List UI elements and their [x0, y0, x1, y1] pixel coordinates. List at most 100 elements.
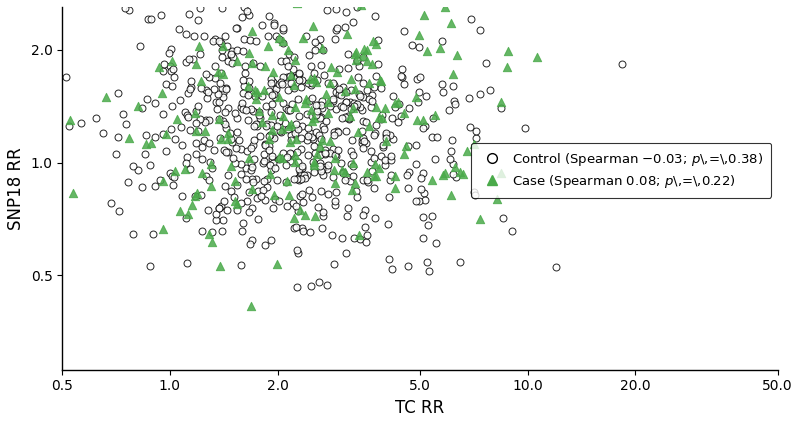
Case (Spearman 0.08; p = 0.22): [264, 170, 277, 177]
Control (Spearman −0.03; p = 0.38): [414, 185, 427, 192]
Control (Spearman −0.03; p = 0.38): [241, 0, 254, 6]
Control (Spearman −0.03; p = 0.38): [317, 171, 330, 178]
Control (Spearman −0.03; p = 0.38): [286, 100, 298, 107]
Control (Spearman −0.03; p = 0.38): [230, 129, 243, 136]
Control (Spearman −0.03; p = 0.38): [210, 211, 222, 218]
Control (Spearman −0.03; p = 0.38): [401, 172, 414, 179]
Control (Spearman −0.03; p = 0.38): [480, 59, 493, 66]
Control (Spearman −0.03; p = 0.38): [199, 117, 212, 123]
Control (Spearman −0.03; p = 0.38): [252, 216, 265, 223]
Case (Spearman 0.08; p = 0.22): [429, 111, 442, 118]
Control (Spearman −0.03; p = 0.38): [265, 167, 278, 174]
Control (Spearman −0.03; p = 0.38): [385, 153, 398, 160]
Case (Spearman 0.08; p = 0.22): [421, 47, 434, 54]
Control (Spearman −0.03; p = 0.38): [382, 221, 394, 228]
Control (Spearman −0.03; p = 0.38): [179, 215, 192, 221]
Control (Spearman −0.03; p = 0.38): [413, 197, 426, 204]
Control (Spearman −0.03; p = 0.38): [327, 80, 340, 86]
Case (Spearman 0.08; p = 0.22): [362, 80, 375, 87]
Control (Spearman −0.03; p = 0.38): [215, 228, 228, 234]
Control (Spearman −0.03; p = 0.38): [296, 123, 309, 129]
Control (Spearman −0.03; p = 0.38): [149, 100, 162, 106]
Control (Spearman −0.03; p = 0.38): [259, 123, 272, 130]
Control (Spearman −0.03; p = 0.38): [356, 94, 369, 101]
Control (Spearman −0.03; p = 0.38): [180, 160, 193, 167]
Case (Spearman 0.08; p = 0.22): [350, 49, 362, 56]
Case (Spearman 0.08; p = 0.22): [170, 116, 183, 123]
Case (Spearman 0.08; p = 0.22): [412, 31, 425, 38]
Case (Spearman 0.08; p = 0.22): [374, 77, 387, 84]
Case (Spearman 0.08; p = 0.22): [288, 215, 301, 222]
Control (Spearman −0.03; p = 0.38): [105, 200, 118, 206]
Control (Spearman −0.03; p = 0.38): [284, 132, 297, 139]
Case (Spearman 0.08; p = 0.22): [345, 76, 358, 83]
Control (Spearman −0.03; p = 0.38): [332, 66, 345, 73]
Control (Spearman −0.03; p = 0.38): [191, 127, 204, 134]
Case (Spearman 0.08; p = 0.22): [202, 231, 215, 238]
Control (Spearman −0.03; p = 0.38): [241, 8, 254, 15]
Control (Spearman −0.03; p = 0.38): [342, 116, 355, 123]
Control (Spearman −0.03; p = 0.38): [168, 135, 181, 142]
Control (Spearman −0.03; p = 0.38): [220, 85, 233, 92]
Case (Spearman 0.08; p = 0.22): [271, 261, 284, 268]
Control (Spearman −0.03; p = 0.38): [222, 57, 234, 64]
Case (Spearman 0.08; p = 0.22): [346, 160, 359, 167]
Control (Spearman −0.03; p = 0.38): [261, 121, 274, 128]
Case (Spearman 0.08; p = 0.22): [370, 173, 382, 179]
Control (Spearman −0.03; p = 0.38): [467, 189, 480, 195]
Control (Spearman −0.03; p = 0.38): [164, 126, 177, 132]
Case (Spearman 0.08; p = 0.22): [351, 128, 364, 135]
Control (Spearman −0.03; p = 0.38): [320, 117, 333, 124]
Control (Spearman −0.03; p = 0.38): [290, 203, 303, 209]
Case (Spearman 0.08; p = 0.22): [375, 114, 388, 121]
Control (Spearman −0.03; p = 0.38): [160, 81, 173, 88]
Control (Spearman −0.03; p = 0.38): [75, 120, 88, 126]
Case (Spearman 0.08; p = 0.22): [438, 4, 451, 11]
Control (Spearman −0.03; p = 0.38): [179, 30, 192, 37]
Case (Spearman 0.08; p = 0.22): [211, 68, 224, 75]
Control (Spearman −0.03; p = 0.38): [314, 187, 327, 194]
Control (Spearman −0.03; p = 0.38): [190, 108, 202, 114]
Control (Spearman −0.03; p = 0.38): [292, 207, 305, 214]
Control (Spearman −0.03; p = 0.38): [299, 175, 312, 181]
Case (Spearman 0.08; p = 0.22): [189, 109, 202, 116]
Control (Spearman −0.03; p = 0.38): [280, 105, 293, 112]
Control (Spearman −0.03; p = 0.38): [337, 170, 350, 177]
Control (Spearman −0.03; p = 0.38): [250, 120, 263, 127]
Case (Spearman 0.08; p = 0.22): [217, 70, 230, 77]
Control (Spearman −0.03; p = 0.38): [134, 42, 147, 49]
Control (Spearman −0.03; p = 0.38): [237, 48, 250, 55]
Control (Spearman −0.03; p = 0.38): [309, 112, 322, 118]
Control (Spearman −0.03; p = 0.38): [230, 206, 243, 213]
Control (Spearman −0.03; p = 0.38): [270, 85, 282, 92]
Control (Spearman −0.03; p = 0.38): [348, 102, 361, 109]
Control (Spearman −0.03; p = 0.38): [292, 70, 305, 77]
Control (Spearman −0.03; p = 0.38): [329, 202, 342, 209]
Control (Spearman −0.03; p = 0.38): [214, 135, 226, 142]
Control (Spearman −0.03; p = 0.38): [340, 173, 353, 180]
Control (Spearman −0.03; p = 0.38): [436, 38, 449, 45]
Control (Spearman −0.03; p = 0.38): [329, 36, 342, 42]
Control (Spearman −0.03; p = 0.38): [354, 235, 366, 242]
Control (Spearman −0.03; p = 0.38): [436, 81, 449, 87]
Case (Spearman 0.08; p = 0.22): [325, 64, 338, 70]
Control (Spearman −0.03; p = 0.38): [233, 137, 246, 143]
Control (Spearman −0.03; p = 0.38): [292, 166, 305, 173]
Case (Spearman 0.08; p = 0.22): [426, 177, 438, 184]
Control (Spearman −0.03; p = 0.38): [327, 132, 340, 139]
Control (Spearman −0.03; p = 0.38): [549, 264, 562, 271]
Case (Spearman 0.08; p = 0.22): [156, 89, 169, 96]
Control (Spearman −0.03; p = 0.38): [356, 144, 369, 151]
Control (Spearman −0.03; p = 0.38): [251, 188, 264, 195]
Case (Spearman 0.08; p = 0.22): [273, 34, 286, 41]
Control (Spearman −0.03; p = 0.38): [246, 59, 259, 66]
Control (Spearman −0.03; p = 0.38): [342, 204, 354, 211]
Case (Spearman 0.08; p = 0.22): [389, 99, 402, 106]
Control (Spearman −0.03; p = 0.38): [230, 145, 242, 151]
Case (Spearman 0.08; p = 0.22): [276, 113, 289, 120]
Case (Spearman 0.08; p = 0.22): [198, 127, 211, 134]
Control (Spearman −0.03; p = 0.38): [183, 86, 196, 93]
Control (Spearman −0.03; p = 0.38): [366, 92, 378, 98]
Control (Spearman −0.03; p = 0.38): [394, 73, 407, 79]
Case (Spearman 0.08; p = 0.22): [276, 126, 289, 133]
